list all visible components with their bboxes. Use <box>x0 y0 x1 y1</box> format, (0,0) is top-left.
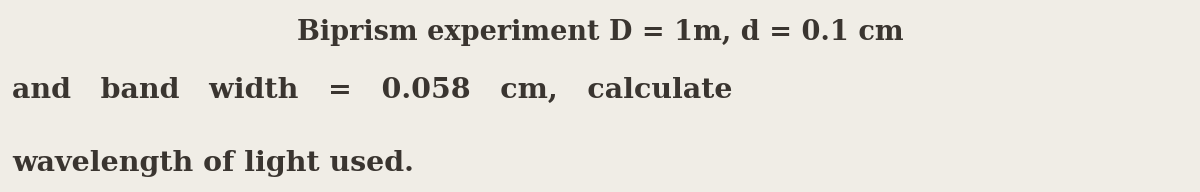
Text: wavelength of light used.: wavelength of light used. <box>12 150 414 177</box>
Text: Biprism experiment D = 1m, d = 0.1 cm: Biprism experiment D = 1m, d = 0.1 cm <box>296 19 904 46</box>
Text: and   band   width   =   0.058   cm,   calculate: and band width = 0.058 cm, calculate <box>12 77 732 104</box>
